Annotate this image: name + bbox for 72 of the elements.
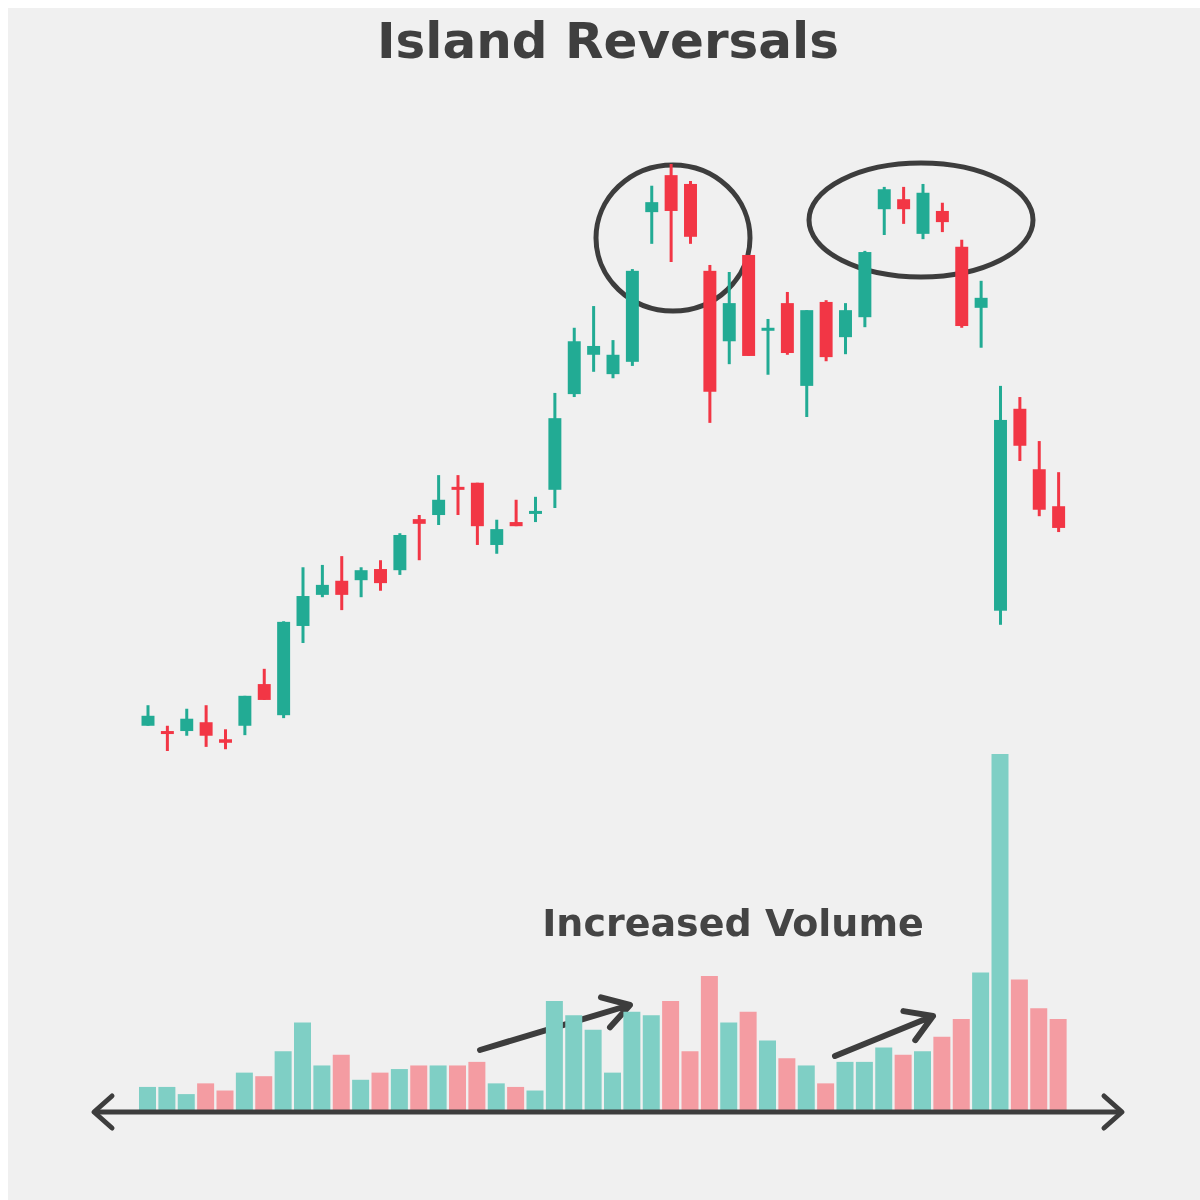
candlestick xyxy=(509,498,523,528)
bar xyxy=(449,1065,466,1112)
candlestick xyxy=(141,705,155,726)
candlestick xyxy=(219,729,232,751)
candlestick xyxy=(412,515,426,562)
candlestick xyxy=(529,495,542,524)
bar xyxy=(836,1061,854,1112)
bar xyxy=(700,975,718,1112)
bar xyxy=(991,754,1009,1112)
candlestick xyxy=(1052,472,1066,534)
bar xyxy=(274,1051,292,1112)
candlestick xyxy=(180,708,194,736)
candlestick xyxy=(935,202,949,234)
bar xyxy=(410,1065,428,1112)
bar xyxy=(1010,979,1028,1112)
bar xyxy=(197,1083,215,1112)
chart-title: Island Reversals xyxy=(376,12,840,70)
bar xyxy=(139,1086,156,1112)
candlestick xyxy=(645,185,659,244)
candlestick xyxy=(606,340,620,379)
candlestick xyxy=(335,556,349,612)
bar xyxy=(894,1054,912,1112)
bar xyxy=(759,1040,776,1112)
bar xyxy=(914,1051,931,1112)
bar xyxy=(565,1015,583,1112)
bar xyxy=(681,1051,699,1112)
bar xyxy=(429,1065,447,1112)
candlestick xyxy=(877,185,891,236)
candlestick xyxy=(315,563,329,599)
bar xyxy=(545,1001,563,1112)
candlestick xyxy=(974,279,988,348)
bar xyxy=(662,1001,680,1112)
candlestick xyxy=(160,724,174,751)
bar xyxy=(390,1069,408,1112)
bar xyxy=(1049,1018,1067,1112)
candlestick xyxy=(490,519,504,554)
bar xyxy=(584,1029,602,1112)
bar xyxy=(623,1011,641,1112)
candlestick xyxy=(374,560,387,591)
bar xyxy=(875,1047,893,1112)
bar xyxy=(778,1058,796,1112)
bar xyxy=(720,1022,738,1112)
bar xyxy=(972,972,990,1112)
bar xyxy=(952,1018,970,1112)
bar xyxy=(371,1072,389,1112)
bar xyxy=(332,1054,350,1112)
bar xyxy=(797,1065,815,1112)
bar xyxy=(739,1011,757,1112)
bar xyxy=(642,1015,660,1112)
bar xyxy=(855,1061,873,1112)
annotation: Increased Volume xyxy=(541,901,925,945)
bar xyxy=(313,1065,331,1112)
bar xyxy=(235,1072,253,1112)
bar xyxy=(487,1083,505,1112)
candlestick xyxy=(199,705,213,747)
bar xyxy=(352,1079,370,1112)
bar xyxy=(817,1083,835,1112)
bar xyxy=(604,1072,621,1112)
candlestick xyxy=(897,185,911,224)
bar xyxy=(507,1086,525,1112)
bar xyxy=(933,1036,951,1112)
bar xyxy=(468,1061,486,1112)
candlestick xyxy=(354,567,368,599)
candlestick xyxy=(432,475,446,526)
candlestick xyxy=(587,306,601,372)
bar xyxy=(1030,1008,1048,1112)
candlestick xyxy=(761,317,775,375)
bar xyxy=(158,1086,176,1112)
candlestick xyxy=(451,475,465,516)
candlestick xyxy=(257,667,271,700)
bar xyxy=(294,1022,311,1112)
bar xyxy=(255,1076,273,1112)
